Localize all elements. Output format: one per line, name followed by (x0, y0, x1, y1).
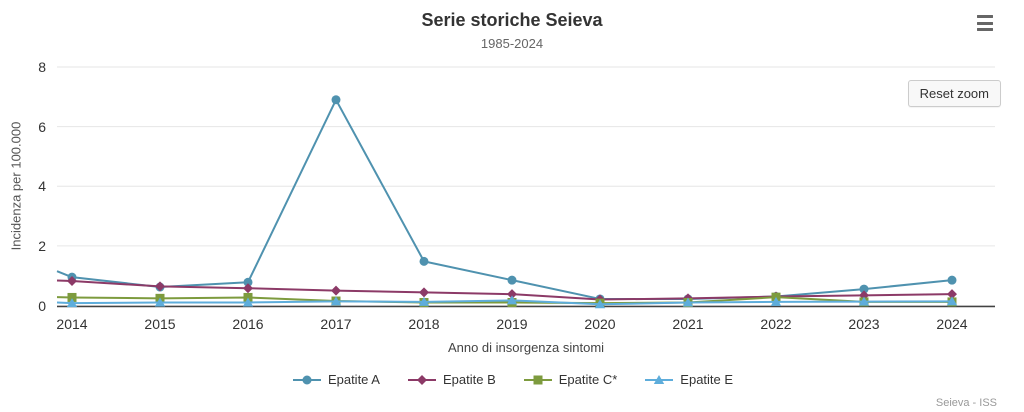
epatite-e-point-2024[interactable] (946, 296, 958, 306)
epatite-a-point-2024[interactable] (947, 275, 957, 285)
epatite-e-point-2016[interactable] (242, 297, 254, 307)
legend-item-epatite-e[interactable]: Epatite E (643, 372, 733, 387)
credits-text: Seieva - ISS (935, 397, 997, 409)
x-tick-label-2020: 2020 (584, 316, 616, 332)
x-tick-label-2016: 2016 (232, 316, 264, 332)
series-epatite-e[interactable] (56, 295, 958, 309)
y-tick-label-2: 2 (38, 237, 46, 254)
x-tick-label-2017: 2017 (320, 316, 352, 332)
epatite-e-point-2021[interactable] (682, 297, 694, 307)
x-tick-label-2014: 2014 (56, 316, 88, 332)
legend-item-epatite-c[interactable]: Epatite C* (522, 372, 618, 387)
x-tick-label-2021: 2021 (672, 316, 704, 332)
hamburger-bar (977, 28, 993, 31)
y-tick-label-4: 4 (38, 178, 46, 195)
gridlines (57, 66, 995, 306)
epatite-e-point-2014[interactable] (66, 298, 78, 308)
epatite-e-point-2018[interactable] (418, 296, 430, 306)
legend-label: Epatite C* (558, 372, 618, 387)
x-axis-title: Anno di insorgenza sintomi (447, 340, 605, 355)
series-line (56, 296, 952, 305)
epatite-e-point-2023[interactable] (858, 296, 870, 306)
y-tick-label-0: 0 (38, 297, 46, 314)
epatite-b-diamond-marker-icon (407, 374, 436, 385)
x-tick-label-2023: 2023 (848, 316, 880, 332)
epatite-b-point-2014[interactable] (67, 276, 77, 287)
reset-zoom-button[interactable]: Reset zoom (907, 80, 1001, 107)
x-tick-label-2022: 2022 (760, 316, 792, 332)
epatite-b-point-2019[interactable] (507, 289, 517, 300)
hamburger-menu-icon[interactable] (976, 14, 996, 32)
x-tick-label-2024: 2024 (936, 316, 968, 332)
epatite-e-point-2022[interactable] (770, 296, 782, 306)
epatite-e-point-2015[interactable] (154, 297, 166, 307)
epatite-b-point-2015[interactable] (155, 281, 165, 292)
legend-label: Epatite B (442, 372, 496, 387)
series-line (56, 299, 953, 306)
epatite-c-square-marker-icon (523, 375, 552, 384)
epatite-b-point-2016[interactable] (243, 283, 253, 294)
epatite-e-point-2019[interactable] (506, 295, 518, 305)
epatite-b-point-2024[interactable] (947, 289, 957, 300)
epatite-a-point-2017[interactable] (331, 95, 341, 105)
x-tick-label-2019: 2019 (496, 316, 528, 332)
epatite-b-point-2017[interactable] (331, 285, 341, 296)
epatite-b-point-2018[interactable] (419, 287, 429, 298)
legend-item-epatite-b[interactable]: Epatite B (406, 372, 496, 387)
series-line (56, 98, 953, 300)
hamburger-bar (977, 15, 993, 18)
y-axis-title: Incidenza per 100.000 (8, 121, 24, 251)
y-tick-label-6: 6 (38, 118, 46, 135)
epatite-e-point-2020[interactable] (594, 299, 606, 309)
epatite-a-circle-marker-icon (292, 375, 321, 384)
epatite-c-point-2016[interactable] (243, 292, 253, 302)
epatite-a-point-2023[interactable] (859, 284, 869, 294)
epatite-e-point-2017[interactable] (330, 296, 342, 306)
epatite-c-point-2014[interactable] (67, 292, 77, 302)
chart-title: Serie storiche Seieva (421, 10, 603, 30)
epatite-a-point-2018[interactable] (419, 256, 429, 266)
legend-label: Epatite A (327, 372, 380, 387)
x-tick-label-2018: 2018 (408, 316, 440, 332)
x-tick-label-2015: 2015 (144, 316, 176, 332)
series-line (56, 279, 953, 301)
chart-subtitle: 1985-2024 (480, 36, 544, 51)
legend-item-epatite-a[interactable]: Epatite A (291, 372, 380, 387)
epatite-a-point-2016[interactable] (243, 277, 253, 287)
epatite-a-point-2019[interactable] (507, 275, 517, 285)
legend: Epatite A Epatite B Epatite C* Epatite E (0, 372, 1024, 387)
y-tick-label-8: 8 (38, 59, 46, 75)
epatite-e-triangle-marker-icon (645, 374, 674, 384)
legend-label: Epatite E (680, 372, 734, 387)
hamburger-bar (977, 21, 993, 25)
